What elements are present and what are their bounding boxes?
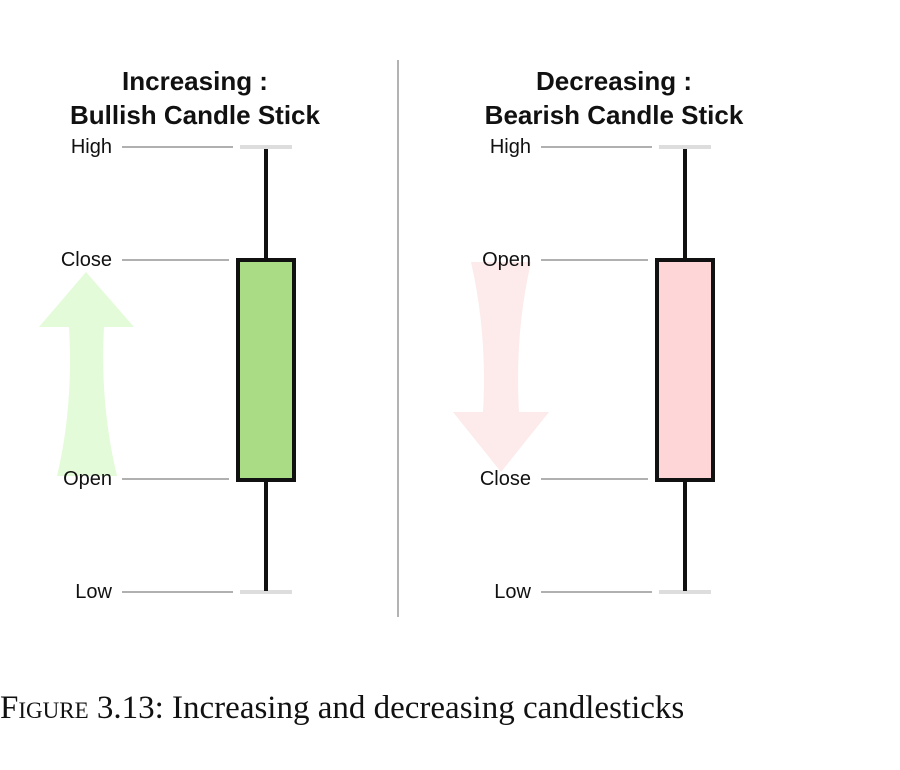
bearish-title-line1: Decreasing : <box>536 66 692 96</box>
bullish-low-label: Low <box>75 581 112 603</box>
bearish-low-label: Low <box>494 581 531 603</box>
bearish-candle-body <box>655 258 715 482</box>
caption-figure-word: Figure <box>0 690 89 726</box>
bullish-open-label: Open <box>63 468 112 490</box>
bullish-close-label: Close <box>61 249 112 271</box>
down-arrow-icon <box>453 262 549 472</box>
bullish-title-line1: Increasing : <box>122 66 268 96</box>
bearish-close-label: Close <box>480 468 531 490</box>
bearish-title-line2: Bearish Candle Stick <box>485 100 744 130</box>
bullish-title-line2: Bullish Candle Stick <box>70 100 320 130</box>
bearish-high-label: High <box>490 136 531 158</box>
figure-caption: Figure 3.13: Increasing and decreasing c… <box>0 690 900 727</box>
bullish-candle-body <box>236 258 296 482</box>
bearish-open-label: Open <box>482 249 531 271</box>
up-arrow-icon <box>39 272 134 476</box>
bearish-panel: Decreasing : Bearish Candle Stick High O… <box>453 66 744 603</box>
bullish-high-label: High <box>71 136 112 158</box>
bullish-panel: Increasing : Bullish Candle Stick High C… <box>39 66 321 603</box>
caption-number: 3.13: <box>96 690 164 726</box>
caption-text: Increasing and decreasing candlesticks <box>172 690 685 726</box>
